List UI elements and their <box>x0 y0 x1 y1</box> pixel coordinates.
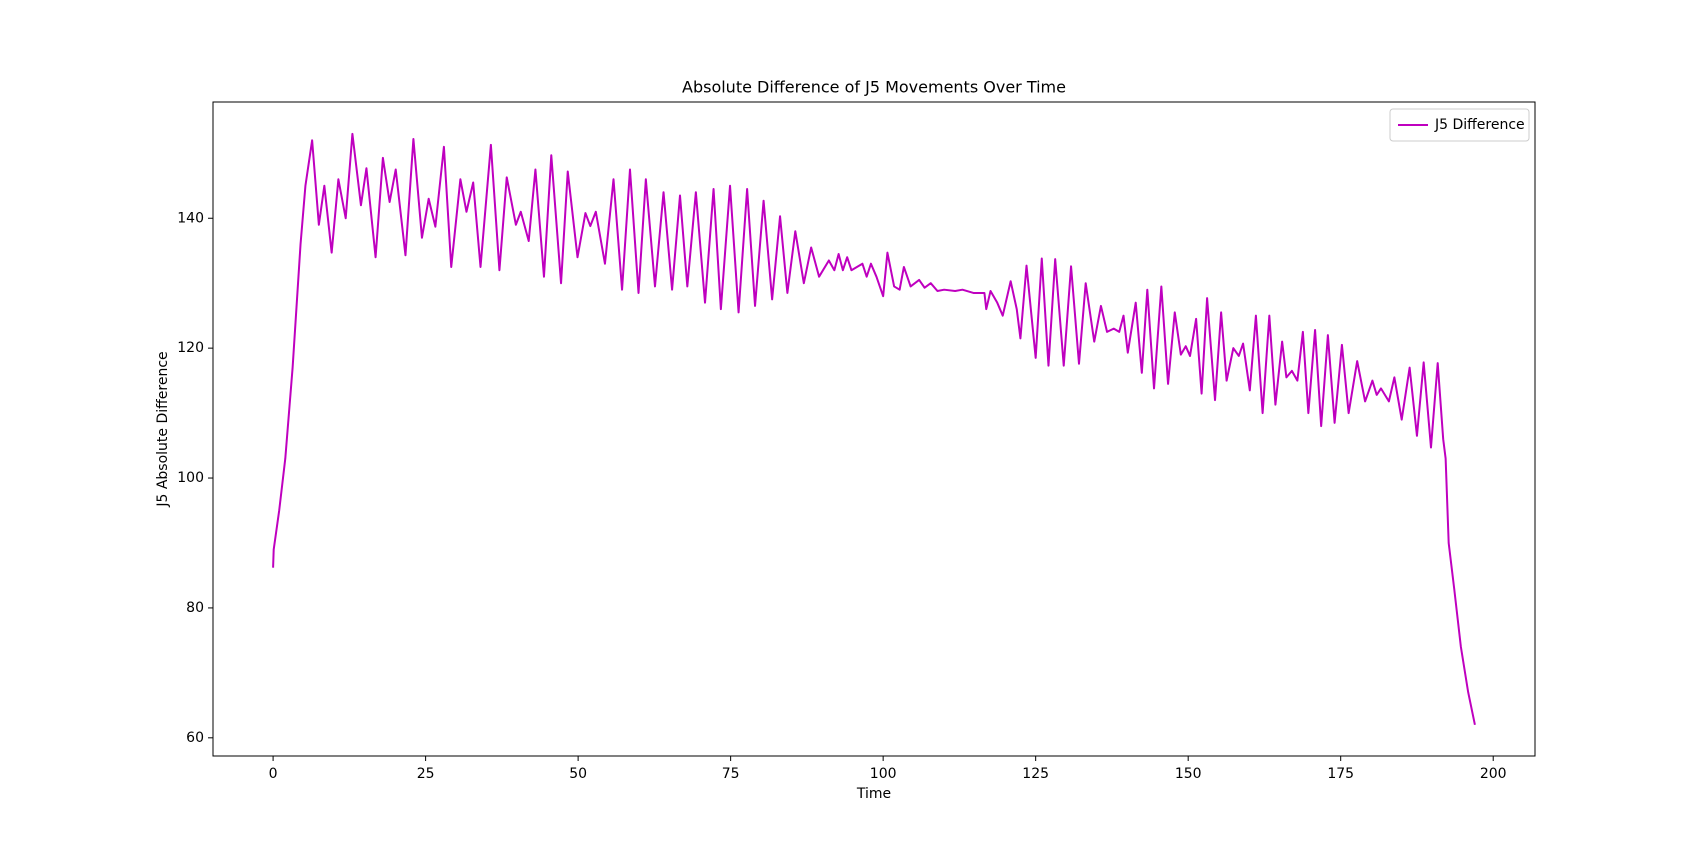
x-axis-label: Time <box>856 786 891 802</box>
plot-frame <box>212 101 1536 757</box>
data-line <box>272 132 1476 726</box>
x-tick-label: 0 <box>269 766 278 782</box>
y-tick-label: 80 <box>186 600 204 616</box>
x-tick-label: 200 <box>1480 766 1507 782</box>
y-tick-label: 140 <box>177 210 204 226</box>
x-tick-label: 125 <box>1022 766 1049 782</box>
y-tick-label: 120 <box>177 340 204 356</box>
x-tick-label: 50 <box>569 766 587 782</box>
x-tick-label: 75 <box>722 766 740 782</box>
legend-box <box>1389 108 1530 142</box>
x-tick-label: 175 <box>1327 766 1354 782</box>
x-tick-label: 25 <box>417 766 435 782</box>
y-axis-label: J5 Absolute Difference <box>155 351 171 507</box>
legend-label: J5 Difference <box>1434 117 1525 133</box>
x-tick-label: 150 <box>1175 766 1202 782</box>
x-tick-label: 100 <box>870 766 897 782</box>
y-tick-label: 100 <box>177 470 204 486</box>
y-tick-label: 60 <box>186 730 204 746</box>
chart-title: Absolute Difference of J5 Movements Over… <box>682 78 1066 97</box>
